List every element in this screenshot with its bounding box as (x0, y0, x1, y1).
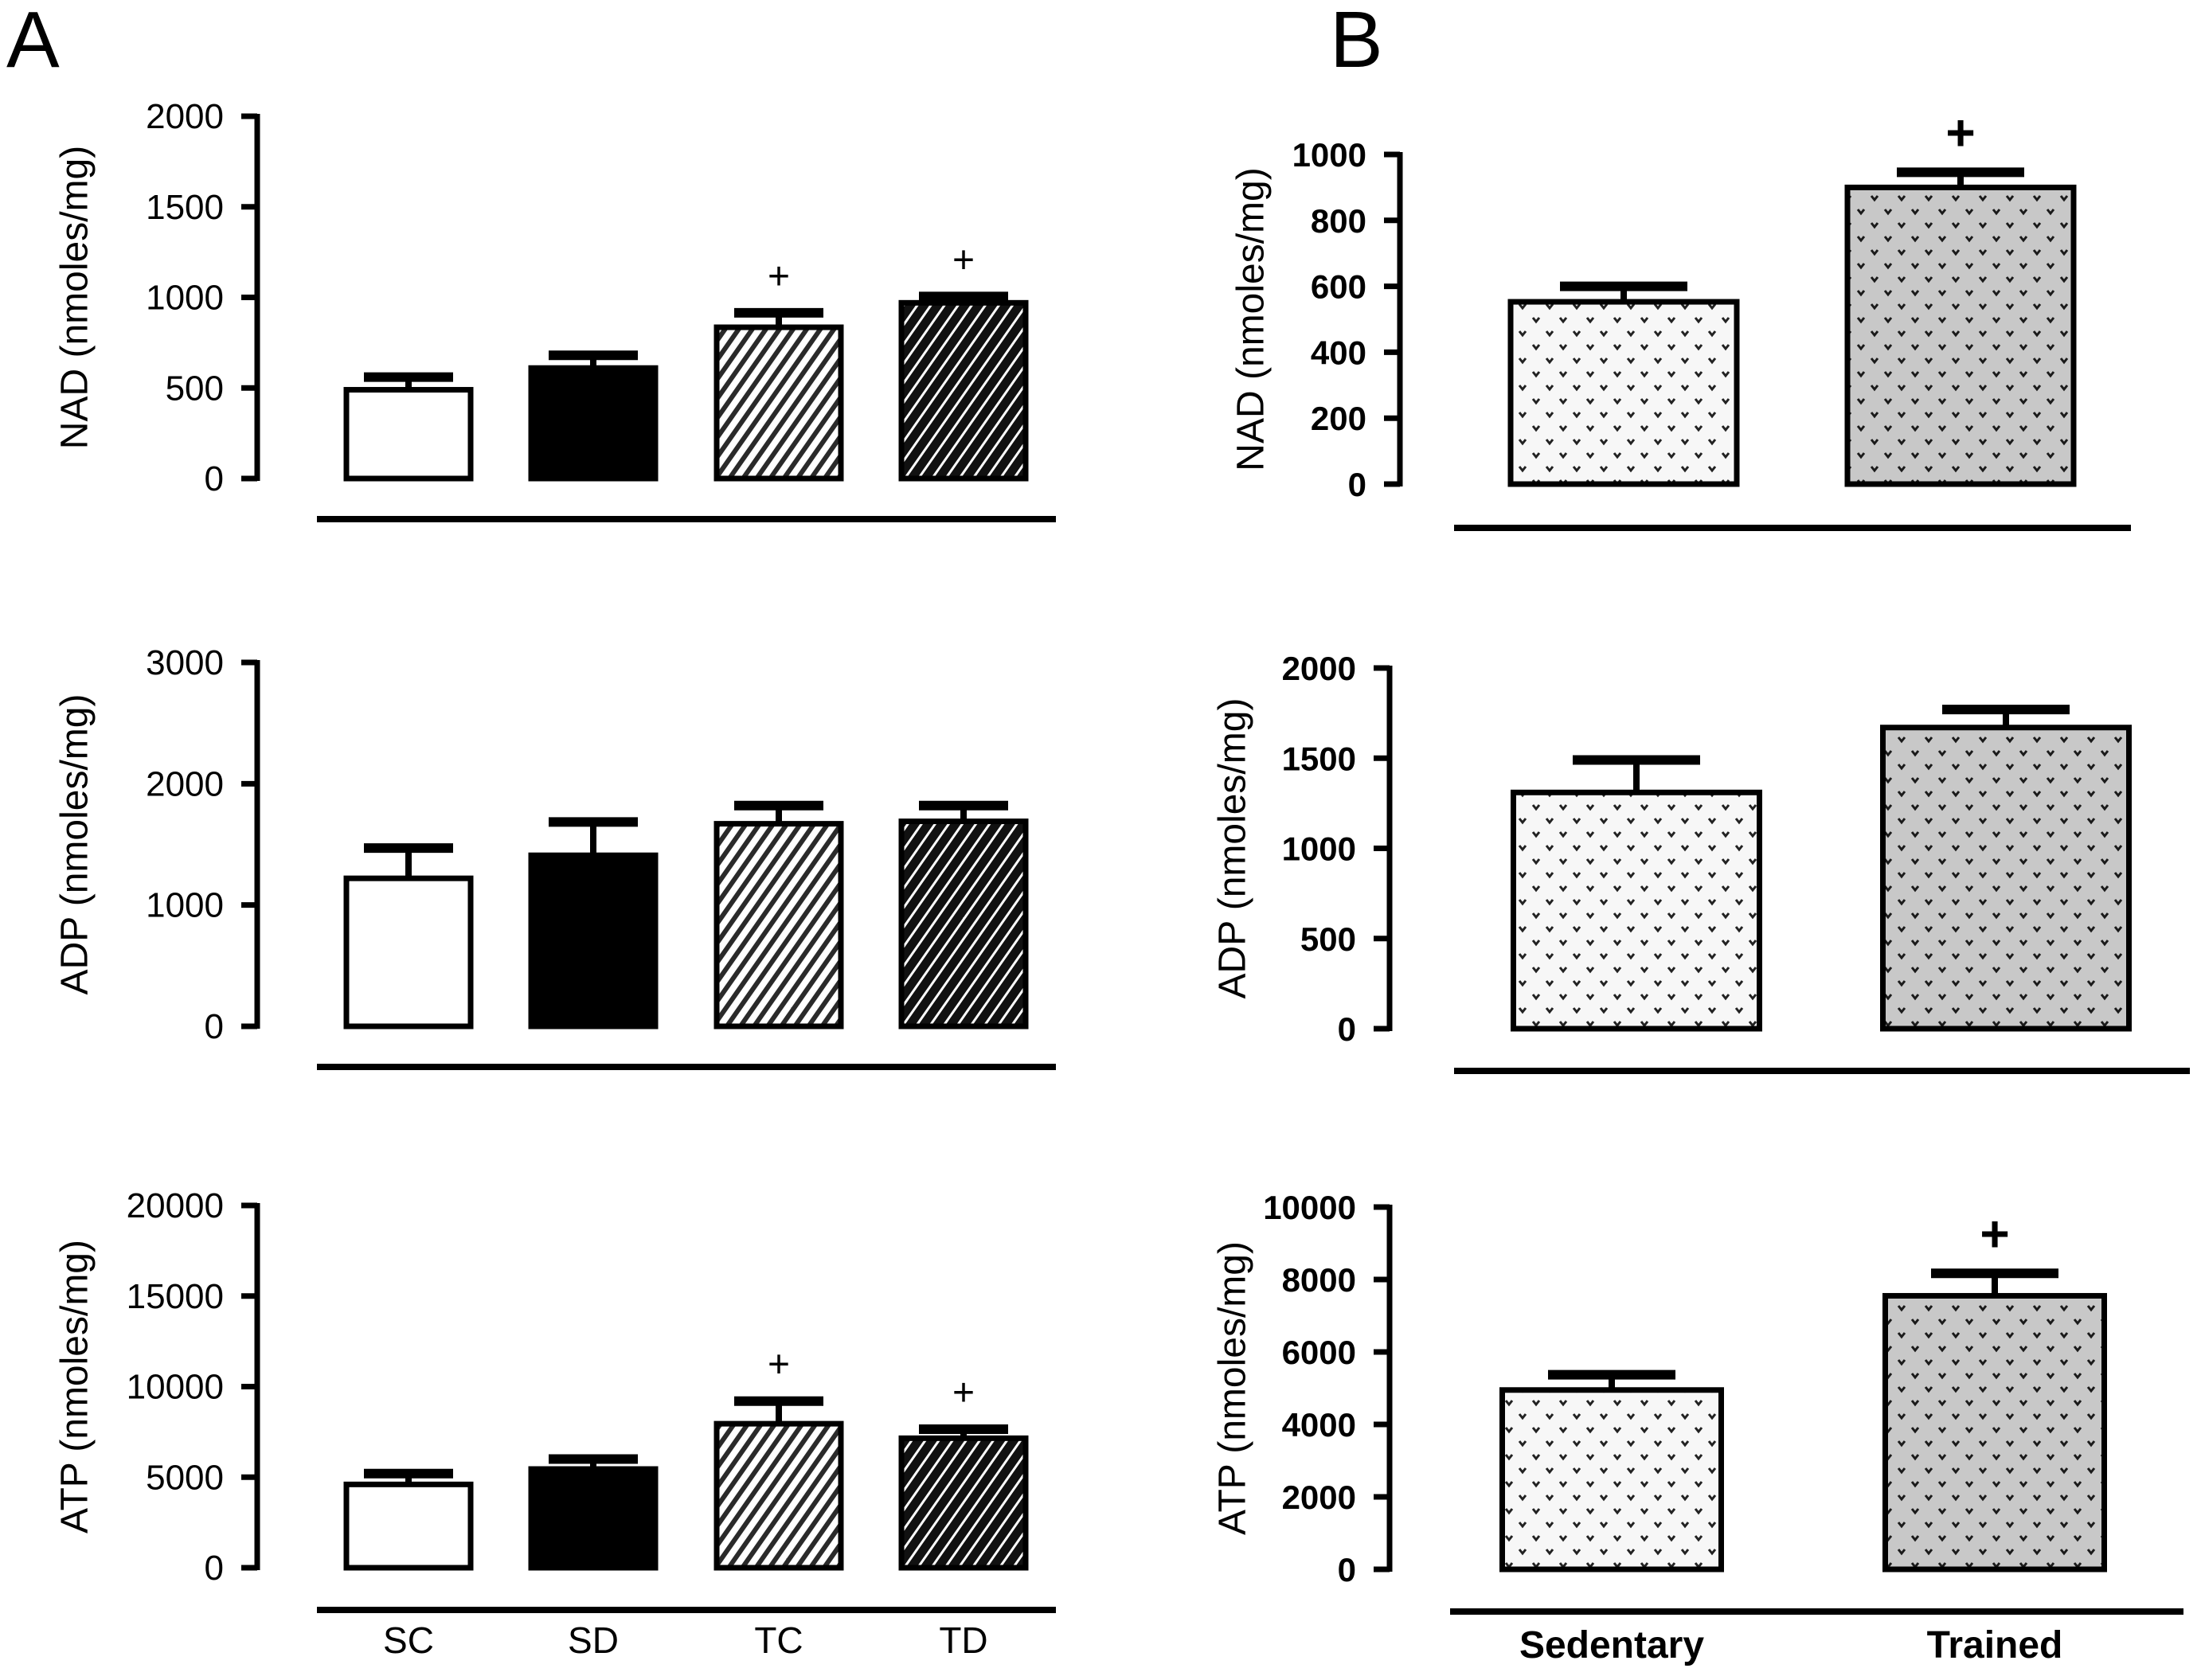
y-tick-label: 4000 (1282, 1406, 1356, 1444)
y-tick-label: 0 (1348, 466, 1366, 503)
y-tick-label: 15000 (127, 1277, 224, 1316)
x-category-label: TC (754, 1619, 803, 1661)
x-category-label: Sedentary (1519, 1624, 1704, 1666)
bar-trained (1880, 725, 2132, 1032)
significance-marker: + (1945, 104, 1975, 161)
y-tick-label: 2000 (1282, 650, 1356, 687)
panel-label-a: A (6, 0, 60, 84)
y-tick-label: 2000 (1282, 1479, 1356, 1516)
x-category-label: TD (939, 1619, 987, 1661)
chart-a-adp: 0 1000 2000 3000 ADP (nmoles/mg) (54, 643, 1056, 1070)
x-category-label: Trained (1927, 1624, 2063, 1666)
y-axis-label: ATP (nmoles/mg) (1212, 1241, 1254, 1535)
bar-sd (528, 365, 659, 482)
y-axis-label: NAD (nmoles/mg) (1230, 167, 1273, 471)
y-tick-label: 6000 (1282, 1334, 1356, 1371)
y-tick-label: 8000 (1282, 1261, 1356, 1299)
y-tick-label: 0 (1338, 1551, 1356, 1588)
y-tick-label: 10000 (127, 1368, 224, 1407)
bar-tc (713, 821, 844, 1029)
y-tick-label: 20000 (127, 1186, 224, 1225)
y-tick-label: 200 (1311, 400, 1366, 437)
y-tick-label: 0 (1338, 1010, 1356, 1048)
bar-td (898, 299, 1029, 482)
y-tick-label: 500 (166, 369, 224, 408)
panel-label-b: B (1330, 0, 1383, 84)
significance-marker: + (952, 239, 975, 281)
bar-td (898, 1435, 1029, 1571)
bar-sd (528, 1466, 659, 1571)
significance-marker: + (952, 1372, 975, 1414)
y-tick-label: 1000 (1292, 136, 1366, 174)
bar-trained (1844, 184, 2077, 487)
bar-trained (1882, 1292, 2107, 1573)
y-tick-label: 0 (205, 1007, 224, 1046)
y-tick-label: 1500 (1282, 740, 1356, 777)
y-axis-label: NAD (nmoles/mg) (54, 146, 96, 449)
bar-td (898, 819, 1029, 1029)
significance-marker: + (768, 256, 790, 298)
y-tick-label: 2000 (146, 97, 224, 136)
y-tick-label: 1000 (1282, 830, 1356, 868)
y-tick-label: 800 (1311, 202, 1366, 240)
bar-sc (343, 875, 474, 1029)
y-axis-label: ADP (nmoles/mg) (54, 694, 96, 995)
y-tick-label: 0 (205, 1549, 224, 1588)
chart-a-nad: 0 500 1000 1500 2000 NAD (nmoles/mg) + + (54, 97, 1056, 522)
chart-b-adp: 0 500 1000 1500 2000 ADP (nmoles/mg) (1212, 650, 2190, 1074)
x-category-label: SD (568, 1619, 619, 1661)
y-tick-label: 1000 (146, 886, 224, 925)
bar-tc (713, 324, 844, 482)
y-tick-label: 1500 (146, 188, 224, 227)
chart-b-nad: 0 200 400 600 800 1000 NAD (nmoles/mg) + (1230, 104, 2131, 531)
y-tick-label: 10000 (1263, 1189, 1356, 1226)
bar-sc (343, 1481, 474, 1571)
y-axis-label: ATP (nmoles/mg) (54, 1240, 96, 1533)
bar-sedentary (1511, 789, 1762, 1032)
bar-sedentary (1507, 299, 1740, 487)
y-tick-label: 3000 (146, 643, 224, 682)
x-category-label: SC (383, 1619, 434, 1661)
y-tick-label: 600 (1311, 268, 1366, 306)
bar-sd (528, 852, 659, 1029)
significance-marker: + (768, 1344, 790, 1386)
y-tick-label: 5000 (146, 1458, 224, 1497)
chart-a-atp: 0 5000 10000 15000 20000 ATP (nmoles/mg) SC SD +… (54, 1186, 1056, 1661)
bar-tc (713, 1420, 844, 1571)
bar-sc (343, 387, 474, 482)
y-tick-label: 0 (205, 459, 224, 498)
y-tick-label: 2000 (146, 764, 224, 803)
y-tick-label: 500 (1300, 920, 1356, 958)
significance-marker: + (1980, 1205, 2009, 1262)
y-tick-label: 1000 (146, 279, 224, 318)
y-tick-label: 400 (1311, 334, 1366, 371)
bar-sedentary (1499, 1387, 1724, 1573)
y-axis-label: ADP (nmoles/mg) (1212, 698, 1254, 999)
